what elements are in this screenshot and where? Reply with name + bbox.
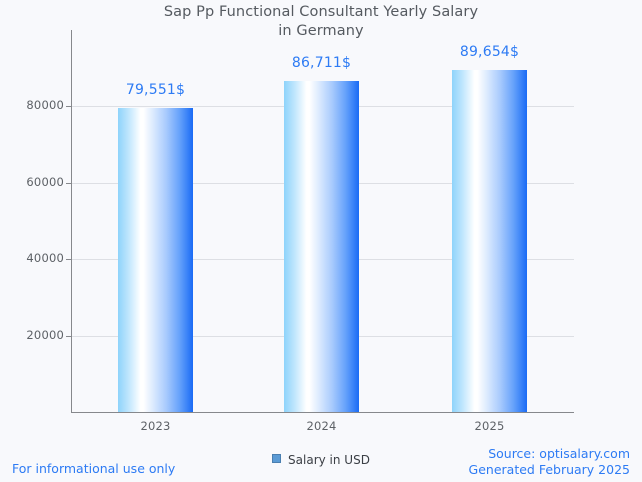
chart-title-line-1: Sap Pp Functional Consultant Yearly Sala… — [163, 4, 479, 20]
source-attribution: Source: optisalary.com Generated Februar… — [469, 446, 630, 478]
y-axis-tick-label: 60000 — [26, 174, 64, 189]
source-text: Source: optisalary.com — [488, 446, 630, 461]
bar-value-label-2023: 79,551$ — [125, 82, 186, 99]
legend-swatch-icon — [272, 454, 282, 463]
y-axis-tick-mark — [66, 182, 72, 184]
y-axis-tick-mark — [66, 335, 72, 337]
legend-label-salary: Salary in USD — [288, 452, 370, 467]
bar-2024[interactable] — [284, 80, 359, 412]
chart-legend: Salary in USD — [0, 452, 642, 467]
chart-title: Sap Pp Functional Consultant Yearly Sala… — [0, 3, 642, 41]
bar-value-label-2025: 89,654$ — [459, 43, 520, 60]
disclaimer-text: For informational use only — [12, 461, 176, 476]
bar-2023[interactable] — [118, 108, 193, 412]
bar-value-label-2024: 86,711$ — [291, 54, 352, 71]
x-axis-tick-label-2024: 2024 — [306, 419, 337, 433]
y-axis-tick-label: 20000 — [26, 327, 64, 342]
y-axis-tick-label: 40000 — [26, 251, 64, 266]
y-axis-line — [71, 30, 72, 413]
x-axis-tick-label-2025: 2025 — [474, 419, 505, 433]
y-axis-tick-labels: 20000 40000 60000 80000 — [0, 0, 64, 482]
x-axis-line — [71, 412, 574, 413]
y-axis-tick-mark — [66, 259, 72, 261]
bar-2025[interactable] — [452, 69, 527, 412]
y-axis-tick-mark — [66, 106, 72, 108]
y-axis-tick-label: 80000 — [26, 98, 64, 113]
x-axis-tick-label-2023: 2023 — [140, 419, 171, 433]
chart-title-line-2: in Germany — [278, 23, 364, 39]
generated-date-text: Generated February 2025 — [468, 462, 630, 477]
plot-area — [72, 30, 574, 412]
